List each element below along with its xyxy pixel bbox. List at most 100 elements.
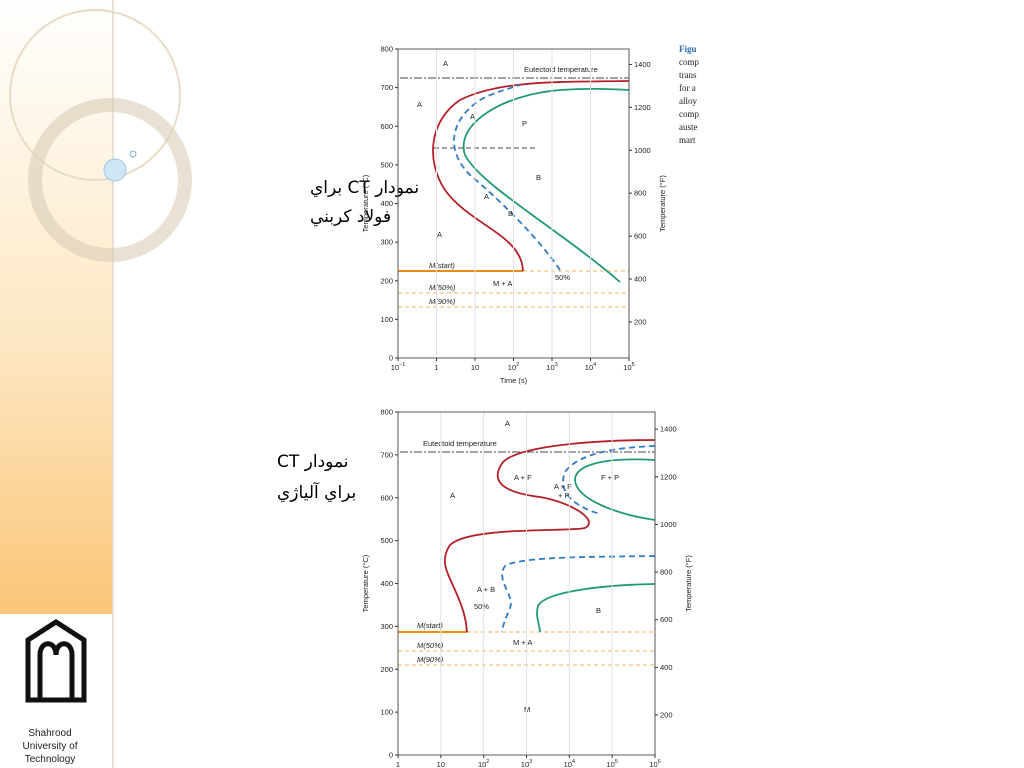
- tick-base: 10: [623, 363, 631, 372]
- tick-exp: 5: [615, 759, 618, 765]
- side-line: comp: [679, 57, 699, 67]
- annotation: 50%: [555, 273, 570, 282]
- y-tick-label: 700: [380, 450, 393, 459]
- y2-tick-label: 1400: [634, 60, 651, 69]
- annotation: B: [596, 606, 601, 615]
- y2-tick-label: 200: [634, 317, 647, 326]
- tick-exp: 4: [572, 759, 575, 765]
- x-tick-label: 103: [521, 759, 532, 768]
- y-tick-label: 300: [380, 622, 393, 631]
- annotation: A: [505, 419, 510, 428]
- y-tick-label: 500: [380, 536, 393, 545]
- annotation: Eutectoid temperature: [423, 439, 497, 448]
- y-axis-title: Temperature (°C): [361, 174, 370, 232]
- y-tick-label: 400: [380, 579, 393, 588]
- tick-base: 10: [546, 363, 554, 372]
- figure: A Eutectoid temperature A A P B A B A M(…: [361, 44, 699, 385]
- y-tick-label: 0: [389, 751, 393, 760]
- y2-tick-label: 200: [660, 710, 673, 719]
- tick-exp: 6: [658, 759, 661, 765]
- y-tick-label: 200: [380, 665, 393, 674]
- annotation: A: [450, 491, 455, 500]
- annotation: M + A: [513, 638, 532, 647]
- y-tick-label: 600: [380, 122, 393, 131]
- logo-text: Technology: [25, 754, 76, 765]
- y2-tick-label: 600: [660, 615, 673, 624]
- y-tick-label: 600: [380, 493, 393, 502]
- side-text: Figu comp trans for a alloy comp auste m…: [679, 44, 699, 145]
- y2-tick-label: 1000: [660, 520, 677, 529]
- finish-curve: [536, 583, 656, 633]
- tick-base: 10: [649, 760, 657, 768]
- annotation: A: [437, 230, 442, 239]
- x-tick-label: 105: [606, 759, 617, 768]
- caption: فولاد كربني: [310, 207, 391, 227]
- caption: نمودار CT براي: [310, 178, 419, 198]
- tick-exp: 3: [555, 362, 558, 368]
- x-tick-label: 104: [564, 759, 575, 768]
- annotation: A + F: [554, 482, 572, 491]
- y2-tick-label: 1000: [634, 146, 651, 155]
- side-line: trans: [679, 70, 697, 80]
- y2-tick-label: 400: [634, 275, 647, 284]
- y-tick-label: 100: [380, 708, 393, 717]
- y2-tick-label: 1200: [660, 472, 677, 481]
- annotation: A + B: [477, 585, 495, 594]
- tick-base: 10: [391, 363, 399, 372]
- finish-curve: [574, 458, 656, 521]
- figure: A Eutectoid temperature A + F A + F + P …: [361, 408, 693, 768]
- tick-base: 10: [564, 760, 572, 768]
- tick-exp: 3: [529, 759, 532, 765]
- start-curve: [443, 439, 656, 633]
- side-line: Figu: [679, 44, 697, 54]
- tick-exp: 2: [486, 759, 489, 765]
- y-tick-label: 400: [380, 199, 393, 208]
- annotation: M + A: [493, 279, 512, 288]
- y2-tick-label: 1200: [634, 103, 651, 112]
- start-curve: [432, 80, 630, 272]
- annotation: F + P: [601, 473, 619, 482]
- tick-exp: 4: [593, 362, 596, 368]
- annotation: B: [536, 173, 541, 182]
- decor-ring: [28, 98, 192, 262]
- annotation: A: [470, 112, 475, 121]
- x-tick-label: 10: [437, 760, 445, 768]
- annotation: B: [508, 209, 513, 218]
- x-axis-title: Time (s): [500, 376, 528, 385]
- y2-tick-label: 800: [660, 568, 673, 577]
- side-line: alloy: [679, 96, 697, 106]
- y-tick-label: 700: [380, 83, 393, 92]
- x-tick-label: 106: [649, 759, 660, 768]
- side-line: mart: [679, 135, 696, 145]
- y2-axis-title: Temperature (°F): [658, 175, 667, 232]
- y-tick-label: 0: [389, 354, 393, 363]
- annotation: M(90%): [429, 297, 456, 306]
- logo-emblem: [25, 619, 87, 703]
- tick-base: 10: [521, 760, 529, 768]
- tick-base: 10: [508, 363, 516, 372]
- annotation: Eutectoid temperature: [524, 65, 598, 74]
- annotation: M(start): [417, 621, 443, 630]
- y-tick-label: 500: [380, 160, 393, 169]
- annotation: + P: [558, 491, 569, 500]
- y2-tick-label: 1400: [660, 425, 677, 434]
- y-tick-label: 100: [380, 315, 393, 324]
- y2-tick-label: 400: [660, 663, 673, 672]
- decor-ring: [9, 9, 181, 181]
- annotation: P: [522, 119, 527, 128]
- logo-text: University of: [22, 741, 77, 752]
- annotation: A: [417, 100, 422, 109]
- y-tick-label: 200: [380, 276, 393, 285]
- logo-box: [0, 614, 112, 768]
- annotation: M: [524, 705, 530, 714]
- annotation: M(start): [429, 261, 455, 270]
- half-curve: [453, 84, 561, 271]
- x-tick-label: 103: [546, 362, 557, 372]
- annotation: M(50%): [429, 283, 456, 292]
- logo-text: Shahrood: [28, 728, 71, 739]
- y2-axis-title: Temperature (°F): [684, 555, 693, 612]
- caption: نمودار CT: [277, 452, 349, 472]
- x-tick-label: 102: [478, 759, 489, 768]
- x-tick-label: 1: [396, 760, 400, 768]
